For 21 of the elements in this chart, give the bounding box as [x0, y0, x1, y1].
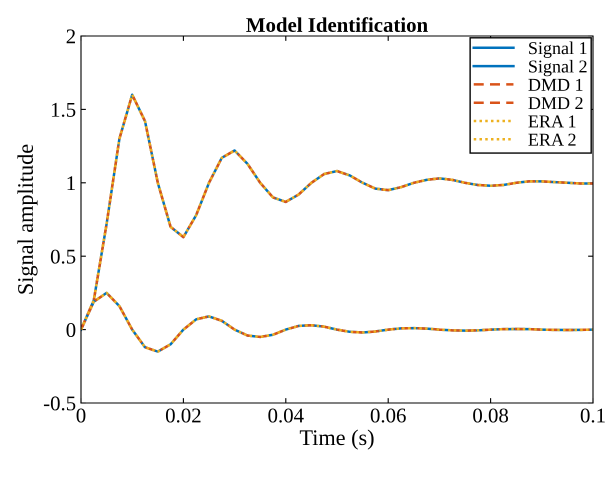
legend-label: ERA 1 — [528, 115, 576, 128]
x-axis-title: Time (s) — [300, 430, 374, 450]
legend-label: DMD 2 — [528, 97, 583, 110]
x-tick-label: 0 — [76, 408, 86, 423]
legend-label: DMD 1 — [528, 78, 582, 91]
x-tick-label: 0.08 — [473, 408, 508, 423]
x-tick-label: 0.02 — [166, 408, 200, 423]
y-tick-label: 1 — [68, 176, 75, 190]
x-tick-label: 0.1 — [580, 408, 605, 423]
y-tick-label: 0.5 — [50, 250, 76, 264]
y-tick-label: 2 — [66, 29, 75, 44]
x-tick-label: 0.06 — [370, 408, 406, 423]
legend-label: ERA 2 — [528, 134, 576, 146]
y-tick-label: -0.5 — [44, 396, 76, 411]
legend-label: Signal 2 — [529, 60, 587, 76]
y-tick-label: 0 — [66, 322, 76, 338]
y-tick-label: 1.5 — [52, 102, 76, 117]
x-tick-label: 0.04 — [268, 408, 304, 423]
chart-title: Model Identification — [246, 17, 428, 32]
legend-label: Signal 1 — [529, 42, 586, 58]
y-axis-title: Signal amplitude — [17, 144, 38, 294]
